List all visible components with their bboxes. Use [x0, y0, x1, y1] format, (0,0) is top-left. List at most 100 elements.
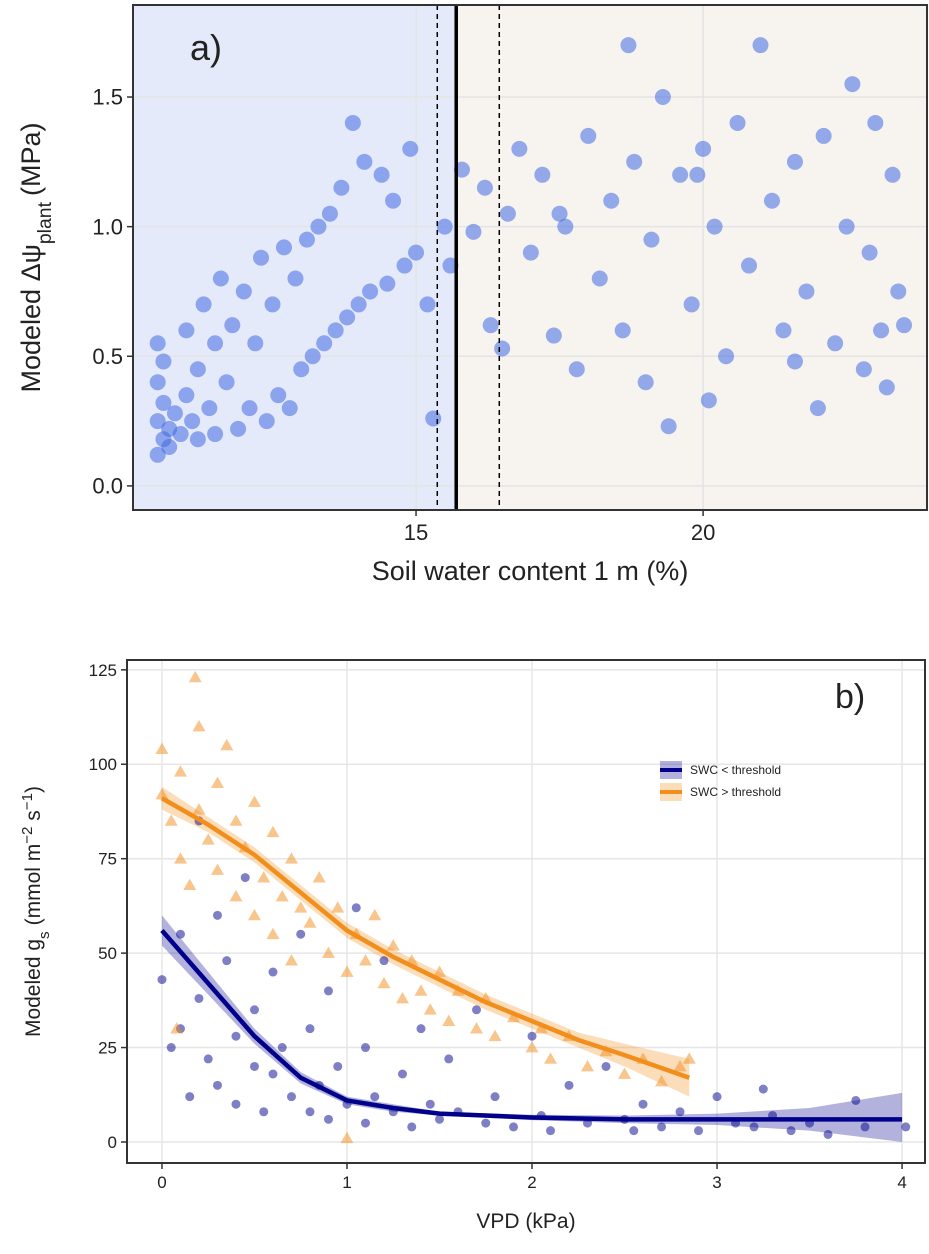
point — [164, 814, 178, 826]
point — [511, 140, 528, 157]
point — [201, 833, 215, 845]
point — [157, 975, 167, 985]
y-axis-label-part: −2 — [19, 827, 36, 844]
legend-label: SWC < threshold — [690, 763, 781, 777]
point — [823, 1129, 833, 1139]
point — [344, 114, 361, 131]
point — [207, 335, 224, 352]
fit-line — [160, 928, 903, 1122]
point — [527, 1031, 537, 1041]
point — [386, 939, 400, 951]
point — [231, 1031, 241, 1041]
point — [323, 1114, 333, 1124]
point — [672, 166, 689, 183]
point — [444, 1054, 454, 1064]
point — [476, 179, 493, 196]
point — [729, 114, 746, 131]
point — [284, 852, 298, 864]
point — [360, 1043, 370, 1053]
point — [294, 901, 308, 913]
point — [815, 127, 832, 144]
point — [637, 374, 654, 391]
point — [312, 871, 326, 883]
point — [247, 795, 261, 807]
point — [310, 218, 327, 235]
point — [218, 374, 235, 391]
point — [638, 1099, 648, 1109]
confidence-band — [161, 786, 690, 1097]
point — [189, 431, 206, 448]
point — [149, 374, 166, 391]
point — [161, 439, 178, 456]
point — [212, 270, 229, 287]
point — [758, 1084, 768, 1094]
point — [844, 76, 861, 93]
x-axis-label: VPD (kPa) — [476, 1210, 575, 1233]
point — [884, 166, 901, 183]
point — [499, 205, 516, 222]
point — [591, 270, 608, 287]
x-tick-label: 0 — [157, 1173, 166, 1192]
point — [557, 218, 574, 235]
x-axis-label: Soil water content 1 m (%) — [372, 556, 689, 586]
point — [184, 413, 201, 430]
point — [643, 231, 660, 248]
point — [752, 37, 769, 54]
point — [229, 889, 243, 902]
point — [173, 765, 187, 777]
point — [878, 379, 895, 396]
point — [188, 670, 202, 683]
point — [827, 335, 844, 352]
y-axis-label: Modeled Δψplant (MPa) — [16, 122, 56, 392]
y-axis-label-part: (MPa) — [16, 122, 46, 196]
point — [370, 1092, 380, 1102]
y-tick-label: 75 — [98, 850, 117, 869]
plot-frame — [132, 4, 928, 511]
point — [488, 1029, 502, 1042]
point — [321, 946, 335, 959]
point — [183, 878, 197, 891]
point — [861, 244, 878, 261]
point — [249, 1005, 259, 1015]
point — [360, 1118, 370, 1128]
point — [327, 322, 344, 339]
y-tick-label: 0.0 — [92, 474, 123, 499]
point — [465, 223, 482, 240]
y-tick-label: 0.5 — [92, 344, 123, 369]
point — [470, 1022, 484, 1034]
x-tick-label: 15 — [404, 520, 428, 545]
point — [581, 1059, 595, 1072]
point — [222, 956, 232, 966]
point — [212, 910, 222, 920]
point — [155, 787, 169, 800]
point — [235, 283, 252, 300]
point — [425, 410, 442, 427]
fit-line — [160, 796, 691, 1080]
point — [178, 387, 195, 404]
point — [166, 1043, 176, 1053]
point — [620, 37, 637, 54]
point — [264, 296, 281, 313]
point — [340, 965, 354, 977]
point — [838, 218, 855, 235]
point — [368, 908, 382, 921]
point — [522, 244, 539, 261]
point — [220, 738, 234, 751]
point — [362, 283, 379, 300]
point — [809, 400, 826, 417]
point — [472, 1005, 482, 1015]
point — [675, 1107, 685, 1117]
point — [682, 1052, 696, 1064]
point — [155, 353, 172, 370]
point — [718, 348, 735, 365]
point — [231, 1099, 241, 1109]
point — [305, 1107, 315, 1117]
panel: 15 20 0.0 0.5 1.0 1.5 a) Soil water content 1 m… — [16, 4, 928, 586]
point — [860, 1122, 870, 1132]
point — [482, 317, 499, 334]
point — [395, 991, 409, 1004]
point — [397, 1069, 407, 1079]
x-tick-label: 2 — [527, 1173, 536, 1192]
point — [350, 296, 367, 313]
